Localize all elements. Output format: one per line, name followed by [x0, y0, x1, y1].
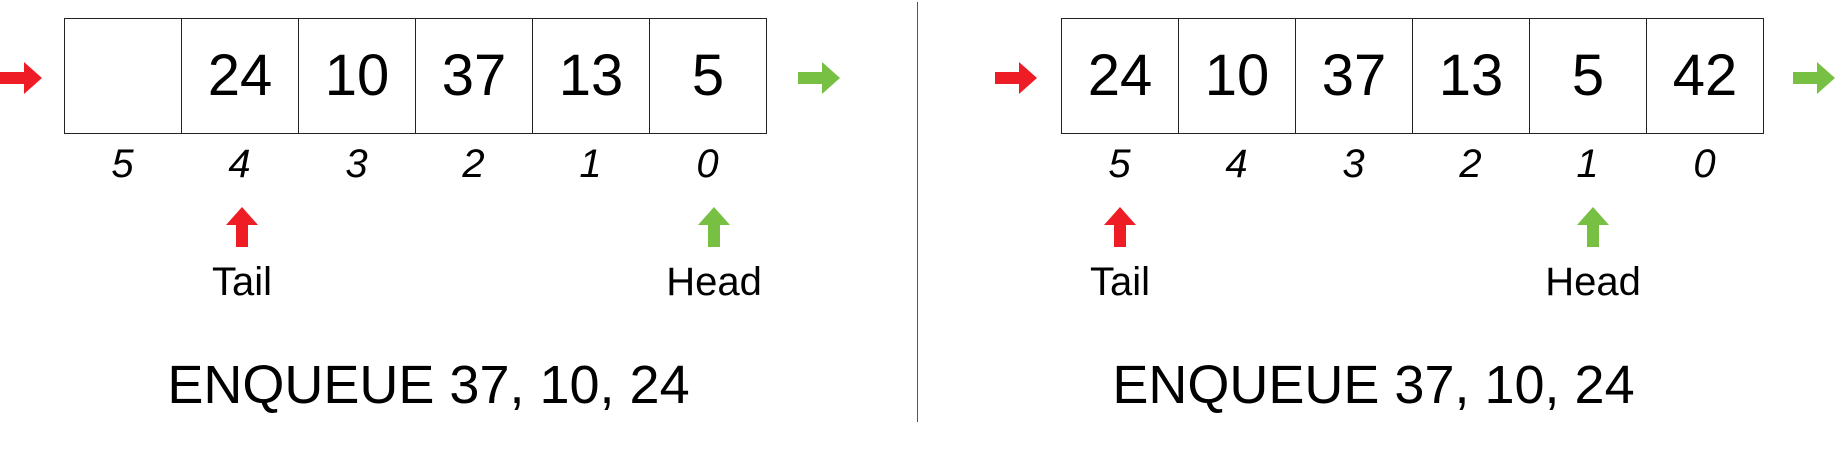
index-label: 2: [462, 142, 485, 186]
queue-cell: 10: [1178, 18, 1296, 134]
arrow-up-icon: [1577, 207, 1609, 247]
queue-cell: 5: [1529, 18, 1647, 134]
queue-cell: 5: [649, 18, 767, 134]
index-label: 1: [579, 142, 602, 186]
head-label: Head: [1545, 260, 1641, 304]
index-label: 0: [696, 142, 719, 186]
index-label: 5: [111, 142, 134, 186]
index-label: 5: [1108, 142, 1131, 186]
queue-array: 24 10 37 13 5: [64, 18, 767, 134]
queue-cell: 24: [1061, 18, 1179, 134]
arrow-right-icon: [1793, 62, 1835, 94]
queue-panel-left: 24 10 37 13 5 5 4 3 2 1 0 Tail Head ENQU…: [0, 0, 917, 458]
index-label: 2: [1459, 142, 1482, 186]
queue-cell: 37: [1295, 18, 1413, 134]
head-label: Head: [666, 260, 762, 304]
arrow-up-icon: [226, 207, 258, 247]
queue-cell: [64, 18, 182, 134]
queue-cell: 37: [415, 18, 533, 134]
tail-label: Tail: [1089, 260, 1151, 304]
index-row: 5 4 3 2 1 0: [64, 144, 766, 184]
caption: ENQUEUE 37, 10, 24: [167, 355, 690, 415]
index-label: 3: [1342, 142, 1365, 186]
queue-cell: 24: [181, 18, 299, 134]
arrow-up-icon: [1104, 207, 1136, 247]
arrow-up-icon: [698, 207, 730, 247]
panel-divider: [917, 2, 918, 422]
arrow-right-icon: [995, 62, 1037, 94]
queue-cell: 13: [1412, 18, 1530, 134]
queue-cell: 42: [1646, 18, 1764, 134]
index-label: 1: [1576, 142, 1599, 186]
queue-cell: 10: [298, 18, 416, 134]
index-row: 5 4 3 2 1 0: [1061, 144, 1763, 184]
arrow-right-icon: [798, 62, 840, 94]
index-label: 3: [345, 142, 368, 186]
index-label: 4: [228, 142, 251, 186]
index-label: 0: [1693, 142, 1716, 186]
queue-cell: 13: [532, 18, 650, 134]
queue-array: 24 10 37 13 5 42: [1061, 18, 1764, 134]
caption: ENQUEUE 37, 10, 24: [1112, 355, 1635, 415]
arrow-right-icon: [0, 62, 42, 94]
index-label: 4: [1225, 142, 1248, 186]
queue-panel-right: 24 10 37 13 5 42 5 4 3 2 1 0 Tail Head E…: [995, 0, 1835, 458]
tail-label: Tail: [211, 260, 273, 304]
